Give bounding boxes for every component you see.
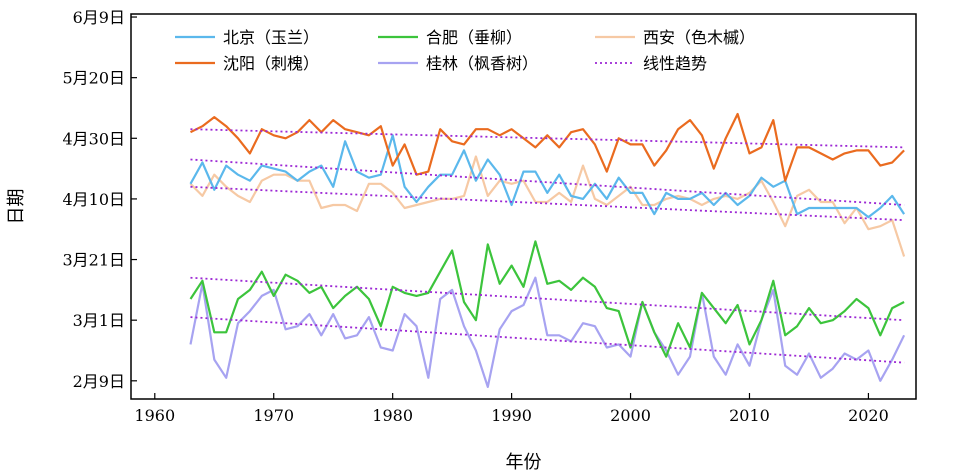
series-line-2 [189, 155, 906, 257]
plot-frame [130, 13, 917, 400]
trend-line-4 [190, 316, 905, 364]
legend-label-3: 沈阳（刺槐） [223, 54, 319, 73]
legend-label-0: 北京（玉兰） [223, 28, 319, 47]
trend-lines [190, 128, 905, 364]
x-axis: 1960 1970 1980 1990 2000 2010 2020 [134, 393, 889, 425]
trend-line-1 [190, 158, 905, 206]
series-line-3 [190, 112, 905, 182]
y-tick-label: 6月9日 [73, 8, 125, 27]
y-tick-label: 5月20日 [62, 69, 125, 88]
x-tick-label: 2010 [729, 406, 770, 425]
y-tick-label: 3月1日 [73, 311, 125, 330]
legend: 北京（玉兰） 合肥（垂柳） 西安（色木槭） 沈阳（刺槐） 桂林（枫香树） 线性趋势 [175, 28, 755, 73]
y-tick-label: 4月10日 [62, 190, 125, 209]
x-tick-label: 2000 [610, 406, 651, 425]
y-tick-label: 3月21日 [62, 251, 125, 270]
trend-line-3 [190, 276, 905, 322]
legend-label-1: 合肥（垂柳） [426, 28, 522, 47]
plot-lines [189, 112, 906, 388]
y-tick-label: 4月30日 [62, 129, 125, 148]
x-tick-label: 1990 [491, 406, 532, 425]
x-tick-label: 2020 [848, 406, 889, 425]
legend-label-5: 线性趋势 [643, 54, 707, 73]
x-tick-label: 1960 [134, 406, 175, 425]
legend-label-2: 西安（色木槭） [643, 28, 755, 47]
x-tick-label: 1980 [372, 406, 413, 425]
x-axis-title: 年份 [506, 452, 542, 473]
y-axis-title: 日期 [6, 189, 27, 225]
legend-label-4: 桂林（枫香树） [426, 54, 538, 73]
trend-line-2 [190, 185, 905, 222]
y-tick-label: 2月9日 [73, 372, 125, 391]
x-tick-label: 1970 [253, 406, 294, 425]
series-line-1 [189, 240, 905, 358]
y-axis: 2月9日 3月1日 3月21日 4月10日 4月30日 5月20日 6月9日 [62, 8, 137, 391]
series-line-4 [189, 276, 906, 388]
trend-line-0 [190, 128, 905, 149]
